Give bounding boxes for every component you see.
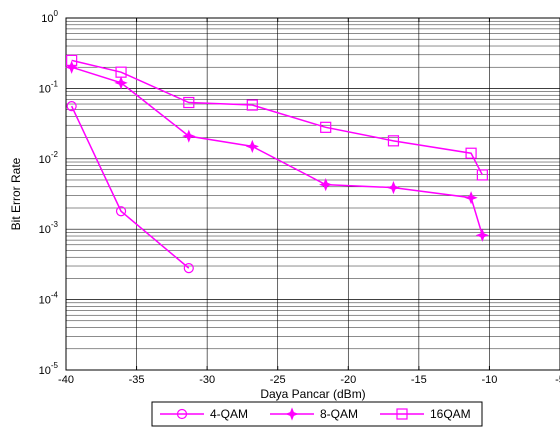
axes: -40 -35 -30 -25 -20 -15 -10 -5 100 10-1 10-2 10-3 10… bbox=[39, 9, 560, 386]
series-8-qam bbox=[64, 60, 490, 242]
data-point bbox=[66, 101, 77, 112]
legend-label: 8-QAM bbox=[320, 407, 358, 421]
legend-entry: 16QAM bbox=[380, 407, 471, 421]
x-tick-label: -10 bbox=[481, 374, 497, 386]
x-tick-label: -20 bbox=[340, 374, 356, 386]
data-point bbox=[465, 147, 477, 159]
data-point bbox=[66, 54, 78, 66]
series-line bbox=[71, 66, 484, 236]
plot-area-frame bbox=[65, 17, 560, 371]
grid-lines bbox=[65, 18, 560, 371]
data-point bbox=[476, 169, 488, 181]
x-tick-label: -30 bbox=[199, 374, 215, 386]
data-point bbox=[246, 99, 258, 111]
series-group bbox=[64, 54, 490, 274]
legend-entry: 4-QAM bbox=[160, 407, 248, 421]
data-point bbox=[183, 263, 194, 274]
data-point bbox=[386, 180, 401, 195]
x-axis-label: Daya Pancar (dBm) bbox=[260, 387, 365, 401]
legend-label: 4-QAM bbox=[210, 407, 248, 421]
data-point bbox=[114, 76, 128, 90]
legend-marker bbox=[285, 407, 299, 421]
data-point bbox=[464, 191, 478, 205]
legend: 4-QAM 8-QAM 16QAM bbox=[151, 401, 483, 427]
data-point bbox=[387, 135, 400, 147]
y-tick-label: 100 bbox=[41, 9, 58, 25]
legend-label: 16QAM bbox=[430, 407, 471, 421]
data-point bbox=[245, 139, 259, 154]
series-line bbox=[71, 59, 484, 176]
series-4-qam bbox=[66, 101, 194, 274]
y-tick-label: 10-3 bbox=[39, 220, 59, 236]
y-tick-label: 10-1 bbox=[39, 79, 59, 95]
x-tick-label: -15 bbox=[411, 374, 427, 386]
legend-marker bbox=[396, 408, 408, 420]
y-tick-label: 10-2 bbox=[39, 150, 59, 166]
data-point bbox=[115, 206, 127, 217]
data-point bbox=[64, 60, 79, 74]
x-tick-label: -40 bbox=[58, 374, 74, 386]
x-tick-label: -35 bbox=[129, 374, 145, 386]
legend-box bbox=[151, 401, 483, 427]
data-point bbox=[320, 121, 332, 133]
legend-entry: 8-QAM bbox=[270, 407, 358, 421]
x-tick-label: -25 bbox=[270, 374, 286, 386]
data-point bbox=[182, 129, 196, 143]
data-point bbox=[115, 66, 127, 78]
series-16qam bbox=[66, 54, 488, 181]
series-line bbox=[70, 105, 190, 269]
data-point bbox=[319, 177, 333, 192]
y-axis-label: Bit Error Rate bbox=[9, 157, 23, 230]
y-tick-label: 10-4 bbox=[39, 291, 59, 307]
y-tick-label: 10-5 bbox=[39, 361, 59, 377]
x-tick-label: -5 bbox=[555, 374, 560, 386]
data-point bbox=[183, 96, 195, 109]
legend-marker bbox=[176, 408, 188, 420]
data-point bbox=[475, 228, 490, 242]
